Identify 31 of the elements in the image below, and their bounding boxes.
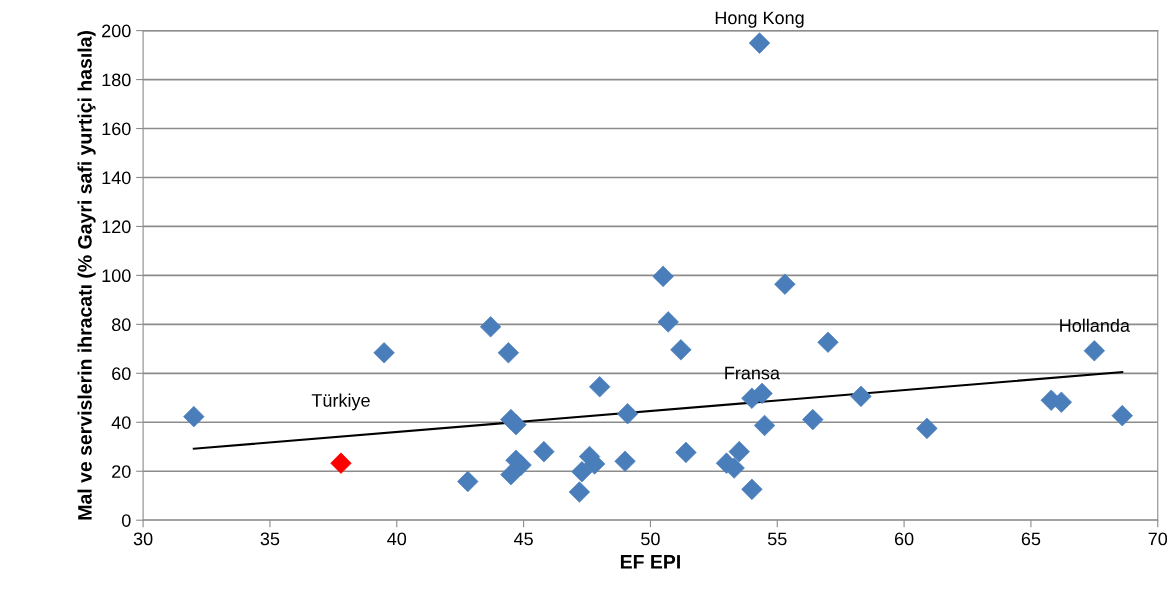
point [373,342,395,364]
annotation: Hong Kong [715,11,804,28]
x-tick-label: 65 [1021,532,1041,546]
y-tick-label: 20 [112,465,131,478]
y-tick-label: 100 [102,269,131,283]
x-tick-label: 30 [133,532,153,546]
annotation: Fransa [725,366,780,380]
y-axis-title: Mal ve servislerin ihracatı (% Gayri safi yurtiçi hasıla) [77,31,96,520]
annotation: Hollanda [1060,318,1130,332]
x-tick-label: 60 [894,532,914,546]
x-tick-label: 70 [1148,532,1168,546]
x-tick-label: 45 [513,532,533,546]
y-tick-label: 40 [111,416,131,429]
x-tick-label: 55 [767,532,787,546]
point [614,450,636,472]
y-tick-label: 180 [102,73,131,87]
y-tick-label: 120 [102,220,131,234]
y-tick-label: 60 [112,367,131,381]
y-tick-label: 0 [121,514,131,527]
x-tick-label: 50 [641,532,660,546]
x-tick-label: 40 [387,532,407,546]
y-tick-label: 160 [102,122,131,136]
x-tick-label: 35 [260,532,280,546]
x-axis-title: EF EPI [620,555,680,569]
y-tick-label: 80 [112,318,131,332]
point [817,331,839,353]
y-tick-label: 140 [102,171,131,185]
y-tick-label: 200 [102,24,131,38]
annotation: Türkiye [311,393,370,411]
point [1111,405,1133,427]
point [657,311,679,333]
